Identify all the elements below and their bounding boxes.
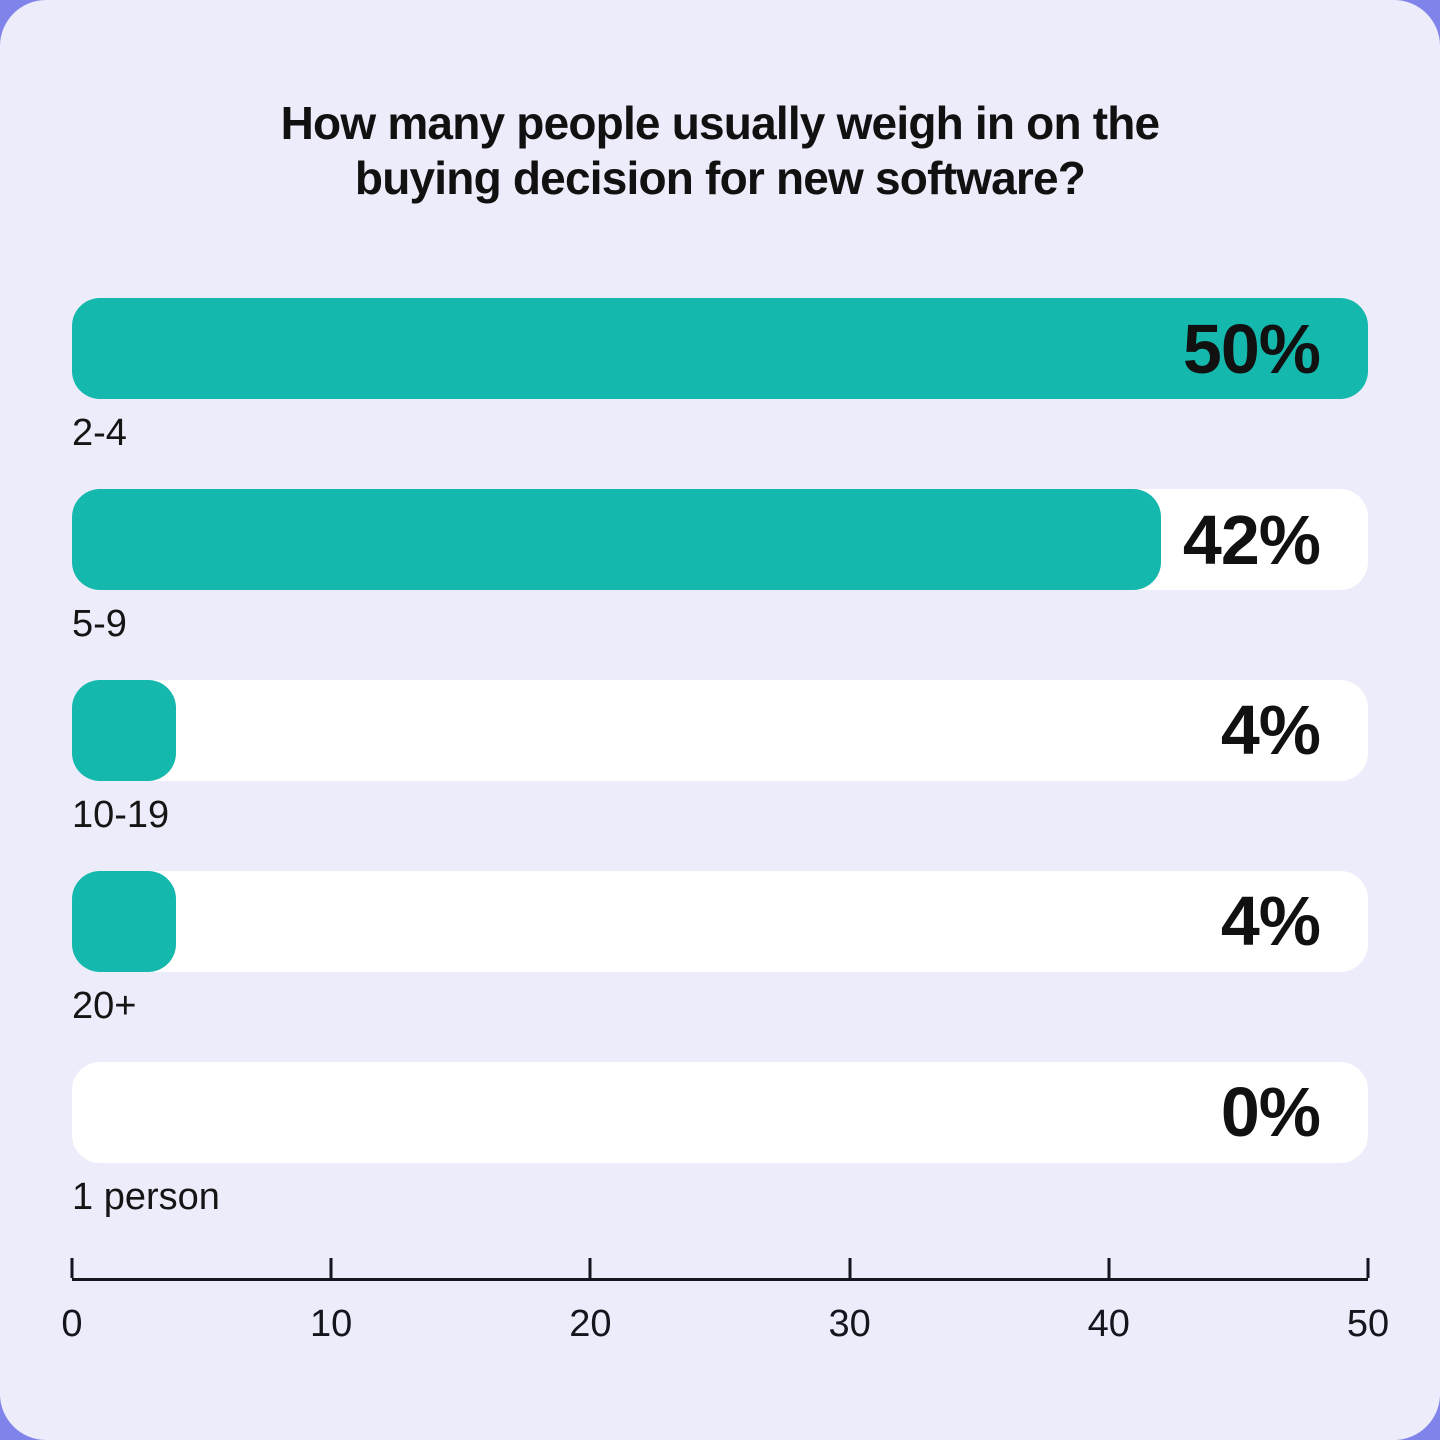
x-axis-labels: 0 10 20 30 40 50 xyxy=(61,1303,1389,1349)
bar-category-label: 10-19 xyxy=(72,793,170,836)
bar-row: 42% 5-9 xyxy=(72,489,1368,646)
bar-category-label: 5-9 xyxy=(72,603,127,646)
x-axis-tick-label: 0 xyxy=(61,1303,83,1345)
x-axis-tick-label: 30 xyxy=(828,1303,871,1345)
bar-track: 50% xyxy=(72,298,1368,400)
bar-track: 4% xyxy=(72,870,1368,972)
bar-fill xyxy=(72,870,176,972)
bar-category-label: 20+ xyxy=(72,984,137,1027)
bar-category-label: 2-4 xyxy=(72,412,127,455)
x-axis-tick-label: 20 xyxy=(569,1303,612,1345)
bar-row: 4% 10-19 xyxy=(72,679,1368,837)
bar-row: 0% 1 person xyxy=(72,1061,1368,1219)
bar-row: 4% 20+ xyxy=(72,870,1368,1028)
bar-category-label: 1 person xyxy=(72,1175,220,1218)
chart-title: How many people usually weigh in on the … xyxy=(280,97,1161,205)
bar-value-label: 42% xyxy=(1182,500,1321,579)
x-axis xyxy=(70,1258,1370,1281)
x-axis-tick xyxy=(1366,1258,1370,1278)
x-axis-tick xyxy=(70,1258,74,1278)
bar-value-label: 4% xyxy=(1220,691,1321,770)
x-axis-tick xyxy=(1107,1258,1111,1278)
x-axis-tick xyxy=(329,1258,333,1278)
x-axis-tick-label: 50 xyxy=(1346,1303,1390,1345)
x-axis-tick-label: 10 xyxy=(310,1303,353,1345)
bar-value-label: 50% xyxy=(1182,309,1321,388)
x-axis-tick xyxy=(588,1258,592,1278)
bar-chart: 50% 2-4 42% 5-9 4% 10-19 xyxy=(72,298,1368,1218)
bar-value-label: 4% xyxy=(1220,882,1321,961)
x-axis-tick xyxy=(848,1258,852,1278)
bar-track: 0% xyxy=(72,1061,1368,1163)
bar-track: 4% xyxy=(72,679,1368,781)
x-axis-tick-label: 40 xyxy=(1087,1303,1130,1345)
bar-fill xyxy=(72,489,1161,591)
bar-row: 50% 2-4 xyxy=(72,298,1368,455)
x-axis-container: 0 10 20 30 40 50 xyxy=(61,1258,1389,1349)
bar-track: 42% xyxy=(72,489,1368,591)
bar-fill xyxy=(72,679,176,781)
bar-fill xyxy=(72,298,1368,400)
bar-value-label: 0% xyxy=(1220,1073,1321,1152)
